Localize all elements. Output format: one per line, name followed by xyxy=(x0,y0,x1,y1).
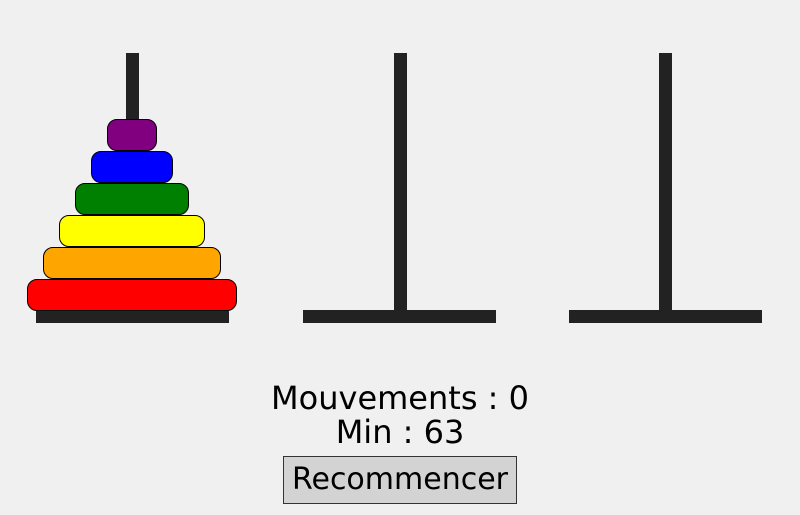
disk[interactable] xyxy=(75,183,189,215)
tower-base xyxy=(36,310,229,323)
tower-left[interactable] xyxy=(2,0,262,340)
tower-pole xyxy=(394,53,407,315)
disk[interactable] xyxy=(107,119,157,151)
tower-base xyxy=(303,310,496,323)
game-board xyxy=(2,0,796,340)
tower-pole xyxy=(659,53,672,315)
disk[interactable] xyxy=(43,247,221,279)
tower-right[interactable] xyxy=(536,0,796,340)
disk[interactable] xyxy=(91,151,173,183)
disk[interactable] xyxy=(59,215,205,247)
moves-counter: Mouvements : 0 xyxy=(271,379,529,417)
tower-middle[interactable] xyxy=(270,0,530,340)
status-panel: Mouvements : 0 Min : 63 Recommencer xyxy=(0,382,800,504)
tower-base xyxy=(569,310,762,323)
disk[interactable] xyxy=(27,279,237,311)
min-moves: Min : 63 xyxy=(335,413,465,451)
restart-button[interactable]: Recommencer xyxy=(282,456,517,504)
